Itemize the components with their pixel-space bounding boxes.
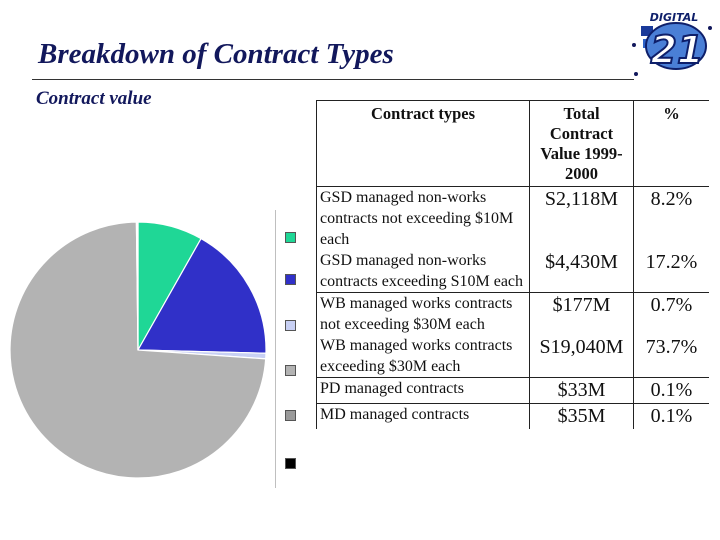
row-contract-type: MD managed contracts	[316, 403, 530, 429]
pie-slice-md	[136, 221, 139, 351]
legend-swatch	[285, 274, 296, 285]
title-divider	[32, 79, 634, 80]
row-value: $177M	[529, 292, 634, 335]
pie-chart-area	[8, 210, 306, 489]
row-contract-type: GSD managed non-works contracts not exce…	[316, 186, 530, 250]
row-value: $33M	[529, 377, 634, 404]
contract-table: Contract types Total Contract Value 1999…	[316, 100, 709, 429]
row-contract-type: GSD managed non-works contracts exceedin…	[316, 250, 530, 293]
logo-dot	[708, 26, 712, 30]
row-value: $35M	[529, 403, 634, 429]
logo-number: 21	[651, 28, 704, 72]
contract-table-container: Contract types Total Contract Value 1999…	[316, 100, 709, 487]
table-row: WB managed works contracts not exceeding…	[316, 292, 709, 335]
table-row: WB managed works contracts exceeding $30…	[316, 335, 709, 378]
row-contract-type: WB managed works contracts not exceeding…	[316, 292, 530, 335]
logo-dot	[634, 72, 638, 76]
page-title: Breakdown of Contract Types	[38, 38, 394, 70]
table-row: GSD managed non-works contracts exceedin…	[316, 250, 709, 293]
table-row: PD managed contracts $33M 0.1%	[316, 377, 709, 404]
legend-swatch	[285, 458, 296, 469]
pie-slice-gsd-large	[136, 237, 267, 354]
row-percent: 17.2%	[633, 250, 709, 293]
row-value: S2,118M	[529, 186, 634, 250]
row-value: S19,040M	[529, 335, 634, 378]
digital-21-logo: DIGITAL 21	[632, 11, 712, 76]
header-percent: %	[633, 100, 709, 187]
legend-swatch	[285, 365, 296, 376]
legend	[275, 210, 306, 488]
table-row: GSD managed non-works contracts not exce…	[316, 186, 709, 250]
row-percent: 0.1%	[633, 403, 709, 429]
logo-dot	[632, 43, 636, 47]
row-percent: 0.1%	[633, 377, 709, 404]
legend-swatch	[285, 320, 296, 331]
header-contract-types: Contract types	[316, 100, 530, 187]
row-percent: 73.7%	[633, 335, 709, 378]
row-contract-type: WB managed works contracts exceeding $30…	[316, 335, 530, 378]
logo-top-text: DIGITAL	[650, 11, 699, 24]
chart-subtitle: Contract value	[36, 88, 152, 109]
table-header-row: Contract types Total Contract Value 1999…	[316, 100, 709, 187]
legend-swatch	[285, 232, 296, 243]
legend-swatch	[285, 410, 296, 421]
header-total-value: Total Contract Value 1999-2000	[529, 100, 634, 187]
logo-oval	[645, 22, 707, 70]
table-row: MD managed contracts $35M 0.1%	[316, 403, 709, 429]
row-value: $4,430M	[529, 250, 634, 293]
row-contract-type: PD managed contracts	[316, 377, 530, 404]
pie-chart	[9, 221, 267, 479]
row-percent: 8.2%	[633, 186, 709, 250]
logo-square	[641, 26, 653, 36]
row-percent: 0.7%	[633, 292, 709, 335]
